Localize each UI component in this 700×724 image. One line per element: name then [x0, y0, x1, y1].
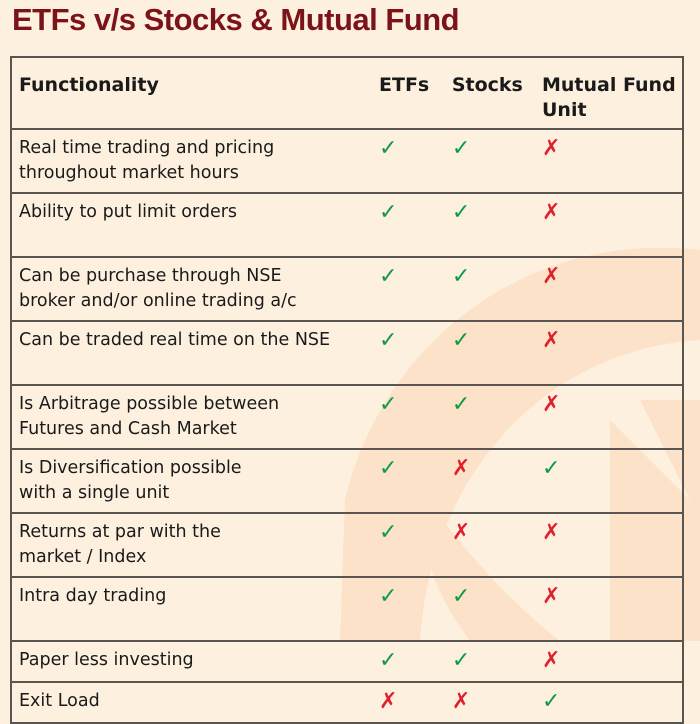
functionality-label: Real time trading and pricing throughout… — [11, 128, 379, 193]
cross-icon: ✗ — [451, 520, 471, 545]
comparison-table: Functionality ETFs Stocks Mutual Fund Un… — [10, 56, 684, 724]
table-row: Can be traded real time on the NSE ✓ ✓ ✗ — [11, 320, 683, 385]
header-etfs: ETFs — [379, 56, 452, 129]
table-row: Is Diversification possible with a singl… — [11, 448, 683, 513]
cross-icon: ✗ — [542, 584, 561, 609]
check-icon: ✓ — [451, 136, 471, 161]
check-icon: ✓ — [451, 264, 471, 289]
cell-mf: ✗ — [542, 640, 683, 682]
cross-icon: ✗ — [451, 689, 471, 714]
cross-icon: ✗ — [542, 520, 561, 545]
cell-mf: ✗ — [542, 256, 683, 321]
cell-etfs: ✓ — [379, 256, 452, 321]
check-icon: ✓ — [379, 264, 398, 289]
header-mutual-fund: Mutual Fund Unit — [542, 56, 683, 129]
functionality-text: Exit Load — [19, 691, 100, 711]
cross-icon: ✗ — [542, 392, 561, 417]
table-header-row: Functionality ETFs Stocks Mutual Fund Un… — [11, 56, 683, 129]
check-icon: ✓ — [379, 392, 398, 417]
functionality-label: Can be purchase through NSE broker and/o… — [11, 256, 379, 321]
cell-mf: ✗ — [542, 128, 683, 193]
cell-etfs: ✓ — [379, 448, 452, 513]
cross-icon: ✗ — [542, 136, 561, 161]
functionality-label: Ability to put limit orders — [11, 192, 379, 257]
table-row: Returns at par with the market / Index ✓ ✗… — [11, 512, 683, 577]
cell-mf: ✓ — [542, 681, 683, 723]
functionality-text: Intra day trading — [19, 586, 167, 606]
cell-etfs: ✓ — [379, 576, 452, 641]
table-row: Real time trading and pricing throughout… — [11, 128, 683, 193]
cell-mf: ✗ — [542, 320, 683, 385]
check-icon: ✓ — [451, 328, 471, 353]
check-icon: ✓ — [451, 584, 471, 609]
cell-mf: ✗ — [542, 192, 683, 257]
check-icon: ✓ — [379, 328, 398, 353]
check-icon: ✓ — [451, 200, 471, 225]
cell-etfs: ✓ — [379, 128, 452, 193]
functionality-text: Is Arbitrage possible between Futures an… — [19, 394, 280, 439]
functionality-label: Paper less investing — [11, 640, 379, 682]
functionality-text: Returns at par with the market / Index — [19, 522, 221, 567]
check-icon: ✓ — [379, 200, 398, 225]
functionality-label: Can be traded real time on the NSE — [11, 320, 379, 385]
table-row: Ability to put limit orders ✓ ✓ ✗ — [11, 192, 683, 257]
table-row: Can be purchase through NSE broker and/o… — [11, 256, 683, 321]
table-row: Is Arbitrage possible between Futures an… — [11, 384, 683, 449]
header-stocks: Stocks — [451, 56, 542, 129]
check-icon: ✓ — [542, 456, 561, 481]
functionality-text: Ability to put limit orders — [19, 202, 238, 222]
check-icon: ✓ — [451, 392, 471, 417]
check-icon: ✓ — [542, 689, 561, 714]
check-icon: ✓ — [379, 520, 398, 545]
cell-etfs: ✓ — [379, 192, 452, 257]
cell-mf: ✗ — [542, 512, 683, 577]
cell-stocks: ✓ — [451, 320, 542, 385]
cross-icon: ✗ — [542, 648, 561, 673]
functionality-label: Is Diversification possible with a singl… — [11, 448, 379, 513]
cross-icon: ✗ — [379, 689, 398, 714]
cell-etfs: ✓ — [379, 512, 452, 577]
check-icon: ✓ — [451, 648, 471, 673]
cell-etfs: ✓ — [379, 384, 452, 449]
cell-etfs: ✗ — [379, 681, 452, 723]
functionality-text: Can be purchase through NSE broker and/o… — [19, 266, 297, 311]
cell-stocks: ✗ — [451, 448, 542, 513]
cell-stocks: ✓ — [451, 192, 542, 257]
check-icon: ✓ — [379, 456, 398, 481]
cell-mf: ✗ — [542, 576, 683, 641]
cross-icon: ✗ — [542, 328, 561, 353]
cell-stocks: ✓ — [451, 128, 542, 193]
check-icon: ✓ — [379, 648, 398, 673]
functionality-label: Returns at par with the market / Index — [11, 512, 379, 577]
cross-icon: ✗ — [542, 264, 561, 289]
cell-stocks: ✓ — [451, 576, 542, 641]
cell-stocks: ✓ — [451, 640, 542, 682]
functionality-text: Is Diversification possible with a singl… — [19, 458, 242, 503]
page-title: ETFs v/s Stocks & Mutual Fund — [12, 2, 460, 37]
cell-stocks: ✓ — [451, 384, 542, 449]
cell-etfs: ✓ — [379, 320, 452, 385]
table-row: Intra day trading ✓ ✓ ✗ — [11, 576, 683, 641]
functionality-label: Intra day trading — [11, 576, 379, 641]
cross-icon: ✗ — [542, 200, 561, 225]
table-row: Paper less investing ✓ ✓ ✗ — [11, 640, 683, 682]
header-mutual-fund-label: Mutual Fund Unit — [542, 74, 676, 121]
cell-mf: ✓ — [542, 448, 683, 513]
header-functionality: Functionality — [11, 56, 379, 129]
functionality-text: Paper less investing — [19, 650, 194, 670]
cell-stocks: ✗ — [451, 512, 542, 577]
cell-stocks: ✗ — [451, 681, 542, 723]
cross-icon: ✗ — [451, 456, 471, 481]
functionality-label: Exit Load — [11, 681, 379, 723]
check-icon: ✓ — [379, 136, 398, 161]
functionality-text: Can be traded real time on the NSE — [19, 330, 331, 350]
functionality-text: Real time trading and pricing throughout… — [19, 138, 275, 183]
functionality-label: Is Arbitrage possible between Futures an… — [11, 384, 379, 449]
cell-mf: ✗ — [542, 384, 683, 449]
cell-etfs: ✓ — [379, 640, 452, 682]
table-row: Exit Load ✗ ✗ ✓ — [11, 681, 683, 723]
check-icon: ✓ — [379, 584, 398, 609]
cell-stocks: ✓ — [451, 256, 542, 321]
